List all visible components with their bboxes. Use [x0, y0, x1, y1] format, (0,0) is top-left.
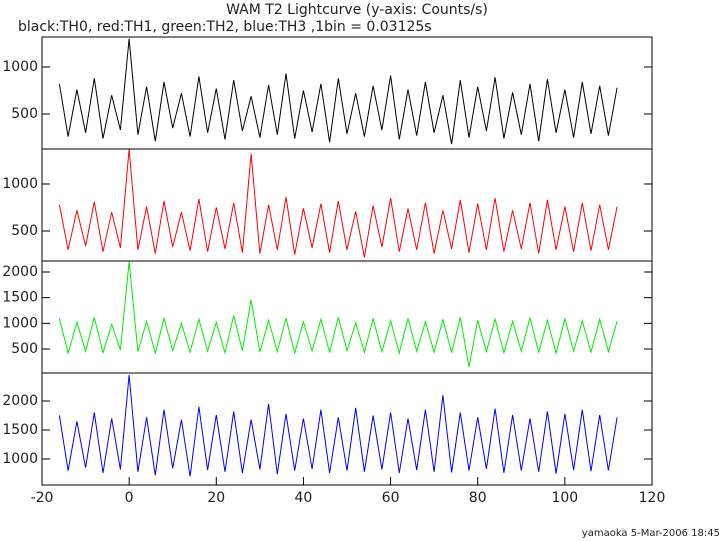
lightcurve-line [58, 149, 618, 258]
y-tick-label: 1000 [2, 315, 38, 331]
x-tick-label: 100 [551, 490, 578, 506]
lightcurve-line [58, 38, 618, 145]
chart-title: WAM T2 Lightcurve (y-axis: Counts/s) [226, 2, 488, 18]
y-tick-label: 1000 [2, 59, 38, 75]
y-tick-label: 2000 [2, 393, 38, 409]
lightcurve-line [58, 261, 618, 368]
lightcurve-line [58, 374, 618, 477]
panel-frame [41, 372, 653, 486]
y-tick-label: 1000 [2, 451, 38, 467]
x-tick-label: 40 [295, 490, 313, 506]
x-tick-label: 60 [382, 490, 400, 506]
panel-frame [41, 260, 653, 374]
footer-annotation: yamaoka 5-Mar-2006 18:45 [582, 528, 720, 539]
y-tick-label: 1000 [2, 176, 38, 192]
y-tick-label: 500 [11, 106, 38, 122]
x-tick-label: 80 [469, 490, 487, 506]
y-tick-label: 500 [11, 223, 38, 239]
x-tick-label: 0 [125, 490, 134, 506]
chart-subtitle: black:TH0, red:TH1, green:TH2, blue:TH3 … [18, 19, 432, 35]
x-tick-label: -20 [31, 490, 54, 506]
y-tick-label: 1500 [2, 422, 38, 438]
y-tick-label: 2000 [2, 264, 38, 280]
x-tick-label: 120 [639, 490, 666, 506]
y-tick-label: 1500 [2, 290, 38, 306]
x-tick-label: 20 [207, 490, 225, 506]
y-tick-label: 500 [11, 341, 38, 357]
